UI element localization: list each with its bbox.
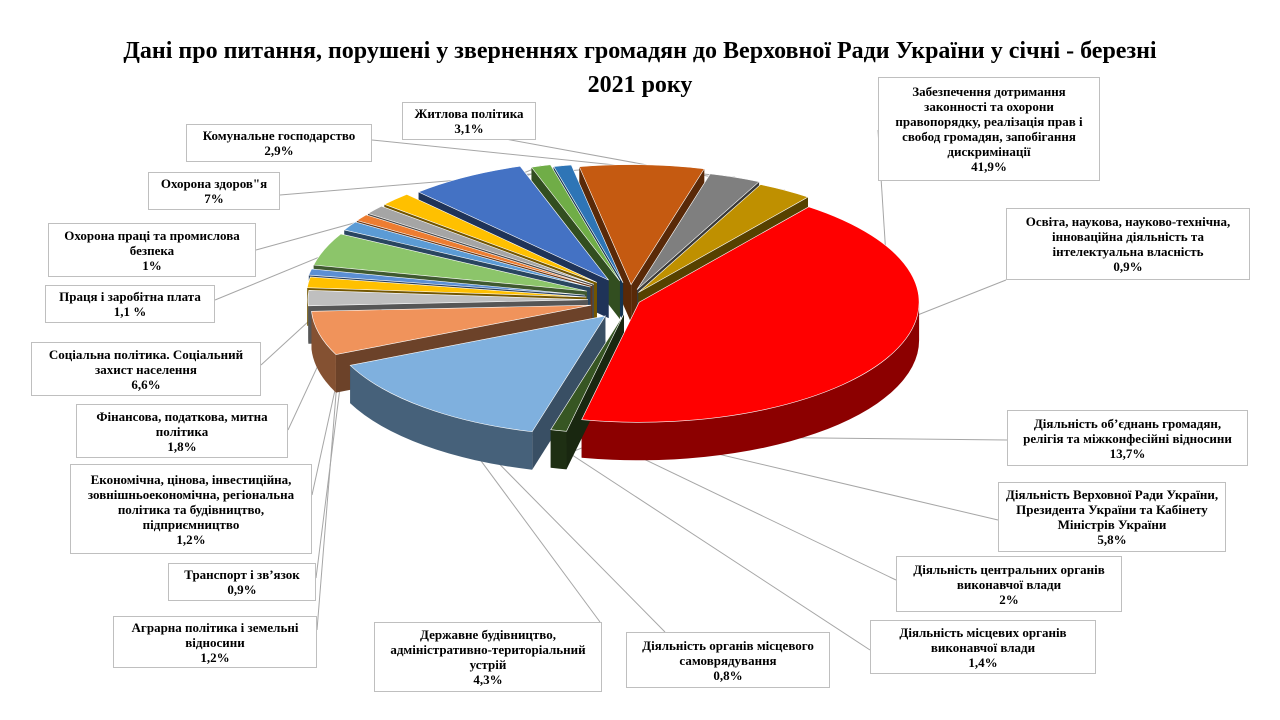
label-okhorona-zdorovia: Охорона здоров"я 7% [148, 172, 280, 210]
label-samovriaduvannia: Діяльність органів місцевого самоврядува… [626, 632, 830, 688]
slice-13-top [417, 165, 609, 281]
slice-2-wall [550, 313, 624, 468]
slice-11-top [367, 205, 595, 285]
slice-12-top [383, 194, 597, 283]
label-derzhavne-budivnytstvo: Державне будівництво, адміністративно-те… [374, 622, 602, 692]
slice-3-top [349, 315, 606, 433]
slice-9-top [343, 221, 591, 288]
label-tsentralni-orhany: Діяльність центральних органів виконавчо… [896, 556, 1122, 612]
slice-15-top [553, 164, 624, 283]
label-vru: Діяльність Верховної Ради України, Прези… [998, 482, 1226, 552]
label-mistsevi-orhany: Діяльність місцевих органів виконавчої в… [870, 620, 1096, 674]
slice-2-top [550, 313, 625, 432]
slice-2-rim [550, 429, 567, 470]
label-pratsia: Праця і заробітна плата 1,1 % [45, 285, 215, 323]
label-zhytlova: Житлова політика 3,1% [402, 102, 536, 140]
label-ekonomichna: Економічна, цінова, інвестиційна, зовніш… [70, 464, 312, 554]
label-osvita: Освіта, наукова, науково-технічна, іннов… [1006, 208, 1250, 280]
label-transport: Транспорт і зв’язок 0,9% [168, 563, 316, 601]
slice-1-rim [581, 302, 920, 461]
label-sotsialna: Соціальна політика. Соціальний захист на… [31, 342, 261, 396]
slice-4-rim [311, 311, 336, 393]
label-okhorona-pratsi: Охорона праці та промислова безпека 1% [48, 223, 256, 277]
slice-17-top [636, 173, 760, 290]
slice-7-top [308, 268, 585, 296]
slice-6-top [306, 276, 587, 298]
label-zakonnist: Забезпечення дотримання законності та ох… [878, 77, 1100, 181]
slice-3-rim [350, 365, 533, 470]
label-komunalne: Комунальне господарство 2,9% [186, 124, 372, 162]
label-obiednannia: Діяльність об’єднань громадян, релігія т… [1007, 410, 1248, 466]
slice-1-top [581, 206, 920, 423]
slice-18-top [638, 184, 809, 293]
label-finansova: Фінансова, податкова, митна політика 1,8% [76, 404, 288, 458]
pie-tops [306, 164, 920, 433]
slice-16-top [578, 164, 705, 286]
chart-title: Дані про питання, порушені у зверненнях … [123, 38, 1157, 98]
slice-14-top [530, 164, 621, 282]
label-ahrarna-polityka: Аграрна політика і земельні відносини 1,2… [113, 616, 317, 668]
slice-4-top [311, 304, 592, 355]
slice-10-top [356, 214, 593, 286]
slice-5-top [307, 290, 589, 307]
slice-8-top [313, 233, 587, 292]
